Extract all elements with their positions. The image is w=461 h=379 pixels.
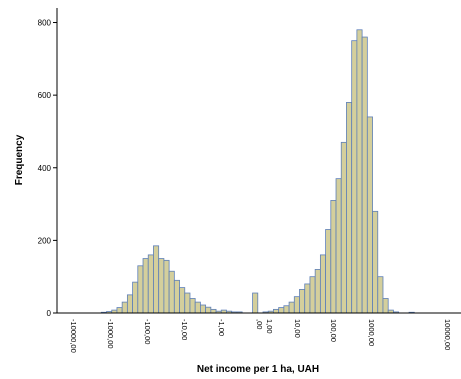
histogram-bar	[340, 141, 347, 314]
x-tick-label: 10000,00	[443, 319, 452, 350]
histogram-bar	[173, 279, 180, 314]
histogram-bar	[252, 292, 259, 314]
histogram-bar	[283, 305, 290, 314]
histogram-bar	[184, 292, 191, 314]
x-tick-label: -10,00	[180, 319, 189, 340]
histogram-bar	[189, 298, 196, 314]
histogram-bars	[100, 29, 415, 314]
histogram-bar	[382, 298, 389, 314]
y-tick-label: 400	[38, 164, 52, 173]
y-tick-label: 600	[38, 91, 52, 100]
histogram-bar	[356, 29, 363, 314]
x-axis-ticks: -10000,00 -1000,00 -100,00 -10,00 -1,00 ,00 1,…	[69, 319, 452, 353]
histogram-bar	[210, 308, 217, 314]
y-axis-ticks: 0 200 400 600 800	[38, 19, 57, 318]
histogram-bar	[163, 259, 170, 314]
x-tick-label: 10,00	[293, 319, 302, 338]
histogram-bar	[372, 210, 379, 314]
y-axis-title: Frequency	[14, 134, 25, 185]
histogram-bar	[309, 276, 316, 314]
histogram-bar	[147, 254, 154, 314]
histogram-bar	[346, 102, 353, 314]
histogram-bar	[366, 116, 373, 314]
histogram-bar	[314, 269, 321, 314]
histogram-bar	[278, 307, 285, 314]
histogram-bar	[335, 178, 342, 314]
histogram-bar	[137, 265, 144, 314]
y-tick-label: 200	[38, 236, 52, 245]
histogram-bar	[351, 40, 358, 314]
histogram-bar	[179, 287, 186, 314]
histogram-bar	[273, 308, 280, 314]
histogram-bar	[200, 304, 207, 314]
x-tick-label: ,00	[255, 319, 264, 329]
histogram-bar	[121, 301, 128, 314]
histogram-bar	[158, 258, 165, 314]
x-tick-label: 1000,00	[367, 319, 376, 346]
histogram-bar	[288, 301, 295, 314]
histogram-bar	[330, 200, 337, 314]
histogram-bar	[325, 229, 332, 314]
y-tick-label: 0	[47, 309, 52, 318]
x-axis-title: Net income per 1 ha, UAH	[197, 364, 319, 375]
x-tick-label: 100,00	[329, 319, 338, 342]
x-tick-label: -1000,00	[106, 319, 115, 349]
histogram-bar	[168, 270, 175, 314]
x-tick-label: -100,00	[143, 319, 152, 344]
histogram-bar	[126, 294, 133, 314]
histogram-bar	[116, 307, 123, 314]
histogram-bar	[142, 258, 149, 314]
histogram-bar	[319, 254, 327, 314]
histogram-bar	[377, 276, 384, 314]
histogram-bar	[194, 301, 201, 314]
histogram-bar	[205, 306, 212, 314]
histogram-bar	[293, 296, 300, 314]
histogram-bar	[132, 281, 139, 314]
histogram-bar	[361, 36, 368, 314]
histogram-bar	[153, 245, 160, 314]
y-tick-label: 800	[38, 19, 52, 28]
x-tick-label: 1,00	[265, 319, 274, 334]
x-tick-label: -10000,00	[69, 319, 78, 353]
histogram-bar	[299, 288, 306, 314]
histogram-bar	[304, 283, 311, 314]
x-tick-label: -1,00	[217, 319, 226, 336]
